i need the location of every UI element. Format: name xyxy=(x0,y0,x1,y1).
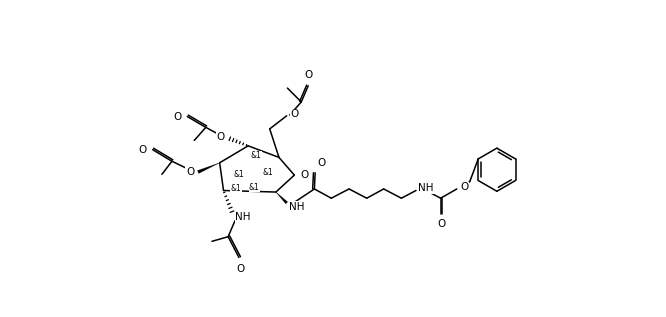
Text: &1: &1 xyxy=(250,151,261,160)
Text: NH: NH xyxy=(289,202,304,212)
Text: O: O xyxy=(438,219,446,229)
Text: O: O xyxy=(139,145,147,155)
Text: O: O xyxy=(186,167,194,177)
Text: O: O xyxy=(216,132,224,142)
Text: O: O xyxy=(290,109,299,119)
Polygon shape xyxy=(276,192,288,204)
Text: O: O xyxy=(318,158,326,168)
Text: O: O xyxy=(173,112,181,122)
Polygon shape xyxy=(198,163,220,173)
Text: &1: &1 xyxy=(263,168,274,177)
Text: &1: &1 xyxy=(234,170,244,179)
Text: O: O xyxy=(461,182,469,192)
Text: O: O xyxy=(304,70,312,80)
Text: &1: &1 xyxy=(249,183,260,192)
Text: NH: NH xyxy=(418,183,434,193)
Text: O: O xyxy=(300,170,309,180)
Text: O: O xyxy=(236,264,244,274)
Text: NH: NH xyxy=(235,212,250,223)
Text: &1: &1 xyxy=(230,184,241,193)
